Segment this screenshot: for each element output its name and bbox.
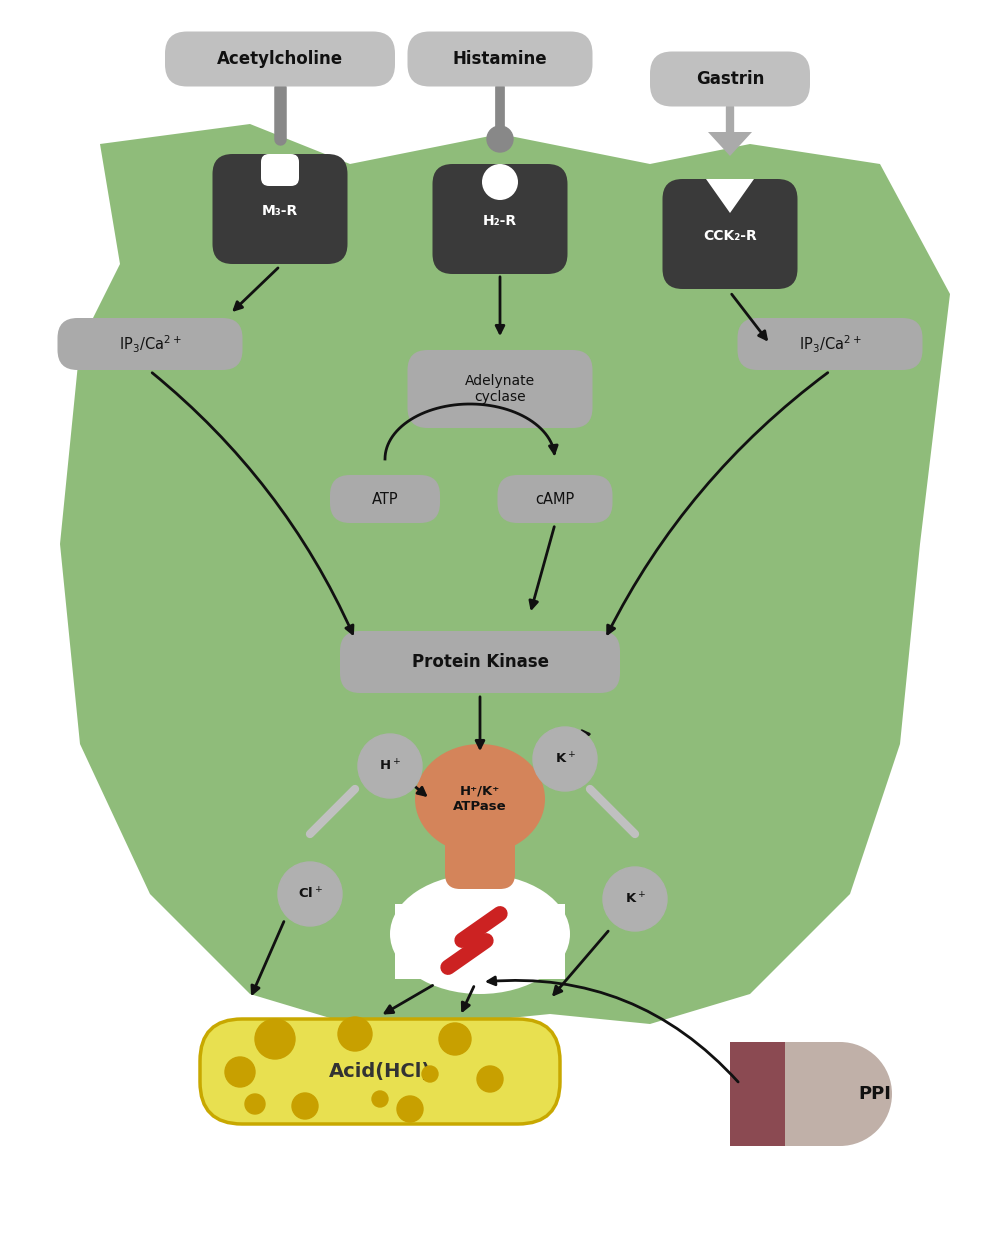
Text: Protein Kinase: Protein Kinase bbox=[412, 653, 548, 671]
Circle shape bbox=[255, 1019, 295, 1059]
Polygon shape bbox=[706, 179, 754, 213]
Text: Acid(HCl): Acid(HCl) bbox=[329, 1061, 431, 1081]
FancyBboxPatch shape bbox=[738, 318, 923, 369]
Wedge shape bbox=[733, 1042, 785, 1146]
Text: K$^+$: K$^+$ bbox=[625, 892, 645, 907]
FancyBboxPatch shape bbox=[662, 179, 798, 289]
Text: K$^+$: K$^+$ bbox=[555, 751, 575, 766]
Circle shape bbox=[225, 1057, 255, 1087]
FancyBboxPatch shape bbox=[212, 154, 348, 264]
Text: H⁺/K⁺
ATPase: H⁺/K⁺ ATPase bbox=[453, 785, 507, 814]
Bar bbox=[730, 1042, 785, 1146]
Text: IP$_3$/Ca$^{2+}$: IP$_3$/Ca$^{2+}$ bbox=[119, 333, 181, 355]
FancyBboxPatch shape bbox=[261, 154, 299, 187]
Text: cAMP: cAMP bbox=[535, 491, 575, 506]
FancyBboxPatch shape bbox=[200, 1019, 560, 1125]
Text: IP$_3$/Ca$^{2+}$: IP$_3$/Ca$^{2+}$ bbox=[799, 333, 861, 355]
Text: M₃-R: M₃-R bbox=[262, 204, 298, 218]
Bar bbox=[785, 1042, 840, 1146]
Polygon shape bbox=[708, 132, 752, 156]
Circle shape bbox=[487, 126, 513, 152]
Circle shape bbox=[533, 726, 597, 791]
Circle shape bbox=[439, 1023, 471, 1055]
Text: CCK₂-R: CCK₂-R bbox=[703, 229, 757, 243]
Text: H₂-R: H₂-R bbox=[483, 214, 517, 228]
FancyArrowPatch shape bbox=[462, 913, 500, 940]
Circle shape bbox=[397, 1096, 423, 1122]
Text: H$^+$: H$^+$ bbox=[379, 759, 401, 774]
Circle shape bbox=[292, 1093, 318, 1120]
Circle shape bbox=[477, 1066, 503, 1092]
Text: Histamine: Histamine bbox=[453, 50, 547, 68]
FancyBboxPatch shape bbox=[650, 51, 810, 107]
Circle shape bbox=[482, 164, 518, 200]
Ellipse shape bbox=[390, 875, 570, 994]
Text: ATP: ATP bbox=[372, 491, 398, 506]
Polygon shape bbox=[60, 124, 950, 1024]
Circle shape bbox=[422, 1066, 438, 1082]
Circle shape bbox=[372, 1091, 388, 1107]
FancyBboxPatch shape bbox=[408, 350, 593, 428]
Circle shape bbox=[278, 862, 342, 926]
FancyBboxPatch shape bbox=[165, 31, 395, 87]
Text: Cl$^+$: Cl$^+$ bbox=[298, 886, 322, 902]
FancyArrowPatch shape bbox=[448, 940, 486, 968]
Text: Gastrin: Gastrin bbox=[696, 70, 764, 88]
Text: Acetylcholine: Acetylcholine bbox=[217, 50, 343, 68]
FancyBboxPatch shape bbox=[445, 824, 515, 889]
Text: PPI: PPI bbox=[859, 1085, 891, 1103]
FancyBboxPatch shape bbox=[497, 475, 612, 522]
Text: Adelynate
cyclase: Adelynate cyclase bbox=[465, 374, 535, 404]
Circle shape bbox=[603, 867, 667, 931]
FancyBboxPatch shape bbox=[330, 475, 440, 522]
Ellipse shape bbox=[415, 744, 545, 853]
FancyBboxPatch shape bbox=[340, 631, 620, 693]
FancyBboxPatch shape bbox=[395, 904, 565, 979]
Circle shape bbox=[358, 734, 422, 797]
Circle shape bbox=[245, 1093, 265, 1113]
FancyBboxPatch shape bbox=[57, 318, 242, 369]
FancyBboxPatch shape bbox=[408, 31, 593, 87]
FancyBboxPatch shape bbox=[432, 164, 568, 274]
Wedge shape bbox=[840, 1042, 892, 1146]
Circle shape bbox=[338, 1018, 372, 1051]
